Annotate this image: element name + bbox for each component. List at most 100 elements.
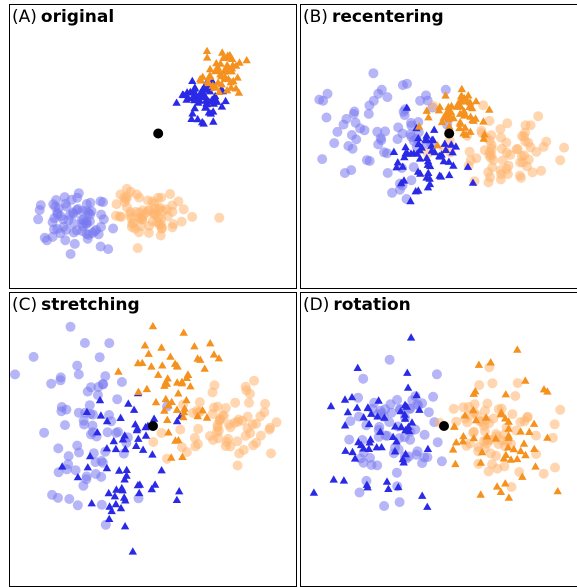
center-point — [153, 128, 164, 139]
blue-triangle-point — [365, 438, 374, 446]
blue-triangle-point — [197, 92, 206, 100]
blue-triangle-point — [441, 145, 450, 153]
orange-triangle-point — [202, 46, 212, 54]
orange-triangle-point — [452, 438, 461, 446]
orange-circle-point — [555, 404, 566, 415]
orange-circle-point — [154, 219, 165, 230]
blue-triangle-point — [389, 147, 399, 155]
orange-circle-point — [162, 211, 173, 222]
orange-triangle-point — [471, 114, 480, 122]
blue-triangle-point — [193, 114, 202, 123]
blue-circle-point — [96, 499, 107, 510]
panel-recentering: (B) recentering — [300, 4, 577, 289]
blue-circle-point — [74, 447, 84, 458]
blue-circle-point — [79, 419, 90, 430]
blue-circle-point — [332, 126, 343, 137]
orange-triangle-point — [234, 88, 244, 96]
blue-triangle-point — [352, 403, 362, 411]
orange-circle-point — [175, 424, 186, 435]
orange-triangle-point — [142, 384, 152, 393]
blue-circle-point — [406, 175, 417, 186]
blue-triangle-point — [188, 76, 197, 84]
orange-triangle-point — [447, 101, 456, 110]
blue-triangle-point — [190, 83, 200, 91]
blue-circle-point — [386, 407, 397, 418]
orange-triangle-point — [161, 394, 170, 403]
scatter-plot — [309, 333, 566, 511]
blue-triangle-point — [423, 160, 432, 168]
orange-triangle-point — [460, 123, 470, 131]
blue-triangle-point — [374, 396, 383, 404]
blue-triangle-point — [409, 149, 418, 157]
blue-triangle-point — [384, 484, 393, 492]
orange-circle-point — [167, 222, 178, 233]
blue-triangle-point — [202, 100, 211, 108]
blue-triangle-point — [116, 413, 125, 421]
orange-circle-point — [137, 214, 148, 225]
orange-triangle-point — [491, 434, 500, 442]
orange-triangle-point — [206, 339, 215, 347]
orange-triangle-point — [216, 70, 225, 78]
blue-circle-point — [52, 207, 63, 218]
orange-circle-point — [189, 432, 200, 443]
blue-triangle-point — [134, 434, 143, 442]
orange-triangle-point — [219, 53, 228, 61]
blue-triangle-point — [348, 447, 357, 456]
blue-triangle-point — [407, 418, 417, 426]
orange-triangle-point — [233, 73, 242, 81]
blue-triangle-point — [58, 462, 67, 470]
blue-triangle-point — [111, 499, 121, 508]
panel-name: recentering — [331, 7, 444, 27]
orange-triangle-point — [148, 321, 158, 330]
orange-triangle-point — [471, 97, 481, 105]
orange-circle-point — [483, 466, 494, 477]
panel-name: original — [40, 7, 115, 27]
blue-triangle-point — [172, 416, 182, 425]
orange-triangle-point — [154, 370, 163, 378]
orange-triangle-point — [459, 129, 468, 137]
blue-triangle-point — [340, 395, 350, 403]
orange-triangle-point — [460, 94, 469, 102]
orange-circle-point — [502, 118, 513, 129]
blue-triangle-point — [133, 481, 143, 489]
orange-circle-point — [126, 213, 137, 224]
orange-circle-point — [187, 211, 198, 222]
blue-circle-point — [419, 429, 430, 440]
blue-circle-point — [53, 467, 64, 478]
orange-triangle-point — [151, 397, 161, 406]
blue-triangle-point — [221, 96, 230, 105]
blue-triangle-point — [172, 98, 181, 106]
orange-triangle-point — [482, 432, 492, 440]
orange-triangle-point — [485, 105, 494, 113]
orange-triangle-point — [476, 458, 485, 466]
orange-circle-point — [497, 155, 508, 166]
orange-circle-point — [536, 165, 547, 176]
orange-triangle-point — [448, 445, 458, 453]
blue-triangle-point — [179, 90, 188, 99]
blue-triangle-point — [430, 125, 439, 133]
orange-triangle-point — [134, 387, 143, 395]
blue-circle-point — [428, 391, 439, 402]
orange-triangle-point — [504, 424, 513, 432]
blue-circle-point — [372, 460, 383, 471]
orange-circle-point — [232, 436, 243, 447]
blue-circle-point — [111, 427, 122, 438]
orange-circle-point — [462, 417, 473, 428]
blue-triangle-point — [120, 522, 130, 530]
orange-triangle-point — [469, 405, 478, 414]
blue-circle-point — [72, 500, 83, 511]
scatter-plot — [33, 46, 251, 259]
orange-circle-point — [142, 195, 153, 206]
orange-circle-point — [193, 423, 204, 434]
blue-triangle-point — [110, 492, 120, 500]
orange-triangle-point — [174, 436, 183, 444]
orange-triangle-point — [477, 447, 487, 456]
orange-circle-point — [245, 428, 256, 439]
blue-triangle-point — [415, 405, 424, 413]
blue-circle-point — [39, 232, 50, 243]
blue-triangle-point — [424, 168, 433, 176]
blue-triangle-point — [401, 425, 410, 434]
orange-triangle-point — [218, 48, 227, 56]
blue-circle-point — [373, 88, 384, 99]
blue-circle-point — [338, 119, 349, 130]
